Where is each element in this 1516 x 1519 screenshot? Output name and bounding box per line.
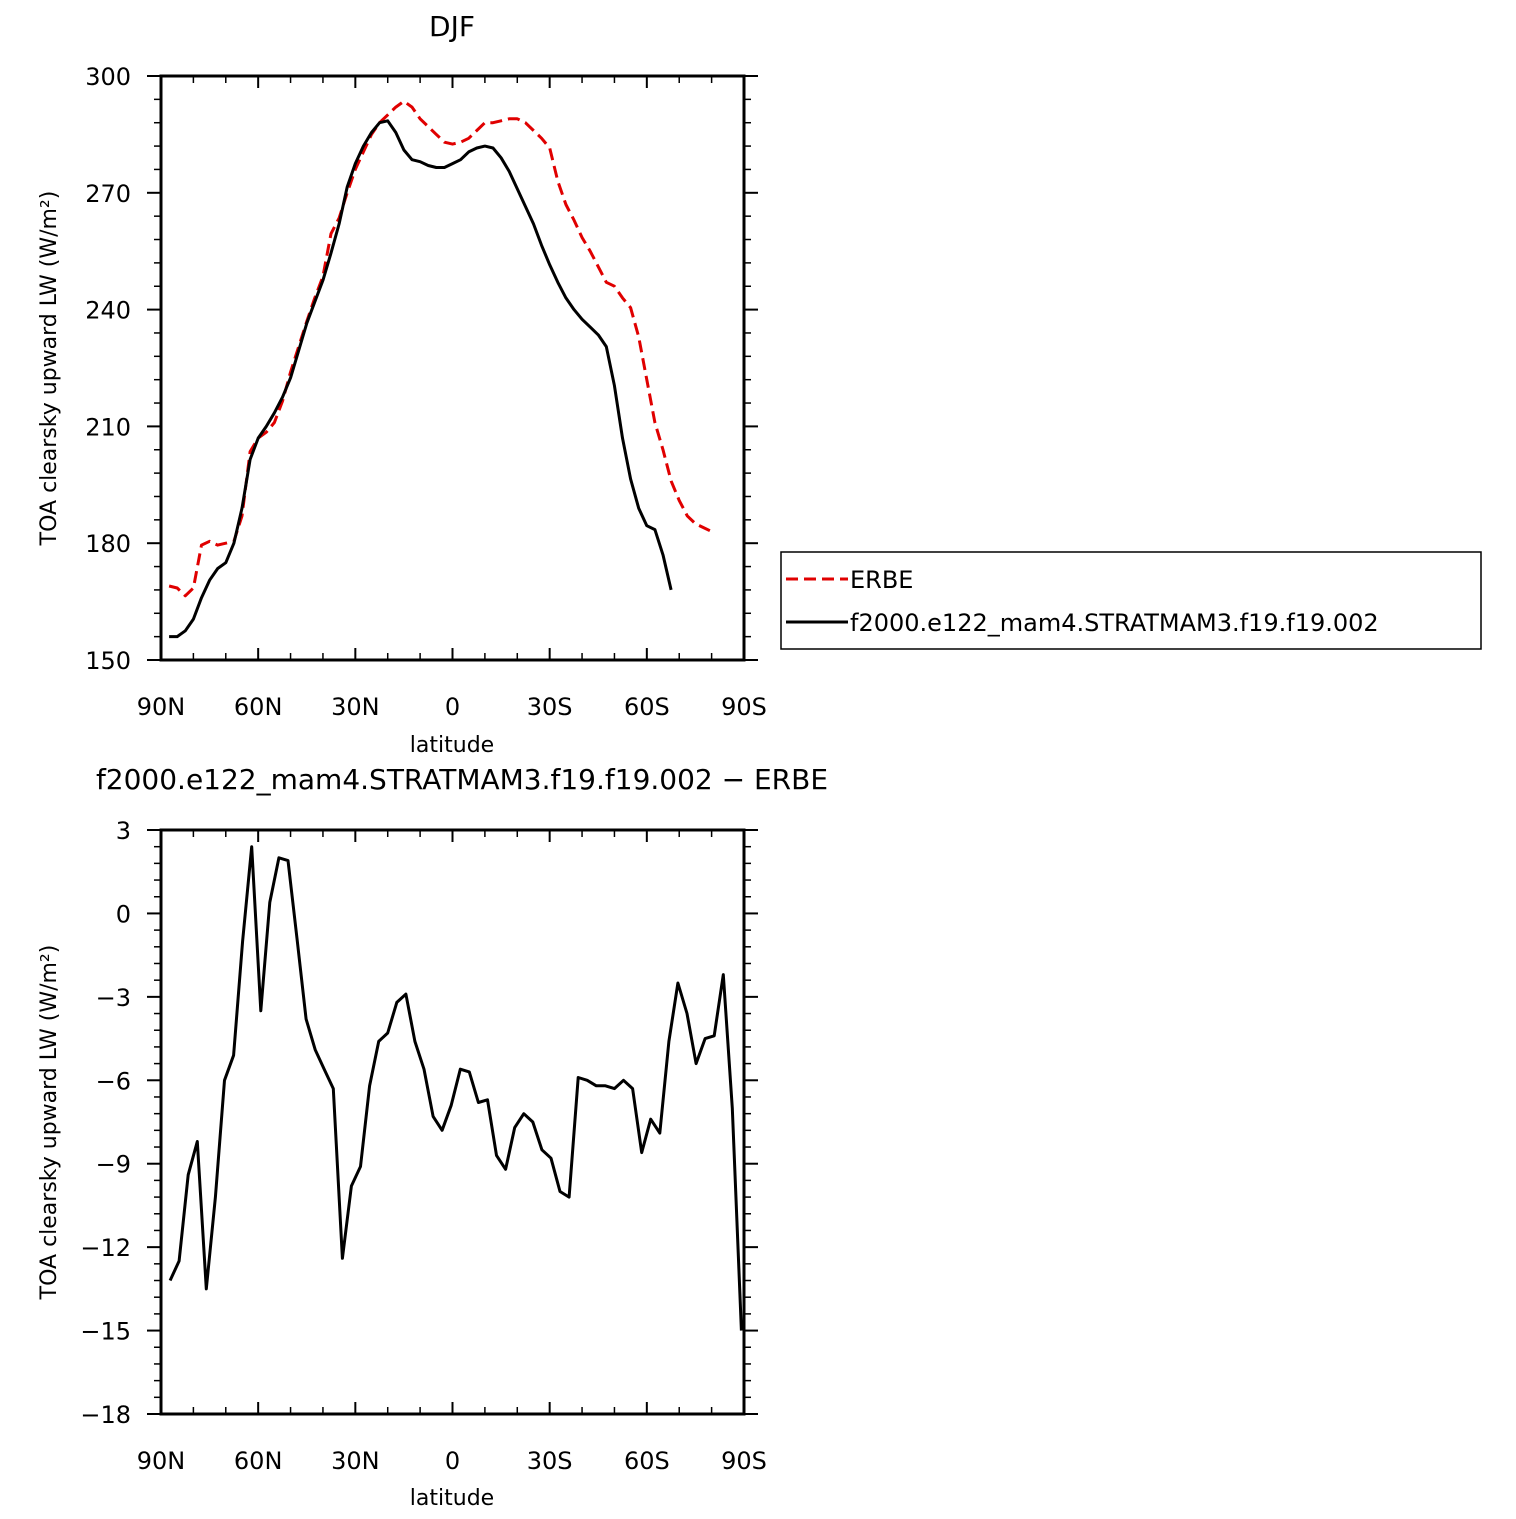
bottom-x-tick-label: 90N (137, 1447, 186, 1475)
legend-erbe-label: ERBE (850, 566, 913, 594)
top-x-tick-label: 0 (445, 693, 460, 721)
legend-model-label: f2000.e122_mam4.STRATMAM3.f19.f19.002 (850, 609, 1379, 637)
top-series-line-1 (169, 119, 673, 639)
top-series-line-0 (168, 99, 713, 598)
bottom-panel: f2000.e122_mam4.STRATMAM3.f19.f19.002 − … (37, 763, 828, 1511)
top-x-tick-label: 60S (624, 693, 670, 721)
bottom-y-tick-label: −12 (80, 1234, 131, 1262)
bottom-plot-title: f2000.e122_mam4.STRATMAM3.f19.f19.002 − … (96, 763, 828, 796)
top-x-tick-label: 30S (527, 693, 573, 721)
bottom-series-line-0 (168, 845, 743, 1331)
bottom-x-tick-label: 90S (721, 1447, 767, 1475)
bottom-y-tick-label: −3 (96, 984, 131, 1012)
top-x-tick-label: 90N (137, 693, 186, 721)
bottom-x-tick-label: 60S (624, 1447, 670, 1475)
top-panel: DJF 90N 60N 30N 0 30S 60S 90S 150 180 210 240 270 30… (37, 10, 1482, 758)
top-y-tick-label: 180 (85, 530, 131, 558)
top-x-tick-label: 30N (331, 693, 380, 721)
top-x-tick-label: 90S (721, 693, 767, 721)
bottom-x-tick-label: 60N (234, 1447, 283, 1475)
bottom-y-axis-label: TOA clearsky upward LW (W/m²) (37, 945, 62, 1301)
bottom-axis-ticks: 90N 60N 30N 0 30S 60S 90S −18 −15 −12 −9 −6 −3 0 3 (80, 817, 767, 1475)
top-series-lines (168, 99, 713, 639)
top-y-tick-label: 240 (85, 297, 131, 325)
bottom-y-tick-label: −15 (80, 1318, 131, 1346)
top-y-tick-label: 210 (85, 413, 131, 441)
bottom-x-tick-label: 30S (527, 1447, 573, 1475)
bottom-plot-frame (159, 828, 746, 1416)
top-x-axis-label: latitude (410, 733, 494, 758)
top-axis-ticks: 90N 60N 30N 0 30S 60S 90S 150 180 210 240 270 300 (85, 63, 767, 721)
bottom-x-axis-label: latitude (410, 1486, 494, 1511)
bottom-y-tick-label: −9 (96, 1151, 131, 1179)
top-plot-title: DJF (429, 10, 475, 43)
top-x-tick-label: 60N (234, 693, 283, 721)
top-y-tick-label: 300 (85, 63, 131, 91)
bottom-y-tick-label: 0 (116, 900, 131, 928)
top-y-axis-label: TOA clearsky upward LW (W/m²) (37, 191, 62, 547)
bottom-series-lines (168, 845, 743, 1331)
legend: ERBE f2000.e122_mam4.STRATMAM3.f19.f19.0… (780, 551, 1482, 650)
top-y-tick-label: 270 (85, 180, 131, 208)
top-y-tick-label: 150 (85, 647, 131, 675)
bottom-y-tick-label: −18 (80, 1401, 131, 1429)
bottom-y-tick-label: −6 (96, 1067, 131, 1095)
bottom-x-tick-label: 30N (331, 1447, 380, 1475)
legend-box (780, 551, 1482, 650)
bottom-x-tick-label: 0 (445, 1447, 460, 1475)
bottom-y-tick-label: 3 (116, 817, 131, 845)
